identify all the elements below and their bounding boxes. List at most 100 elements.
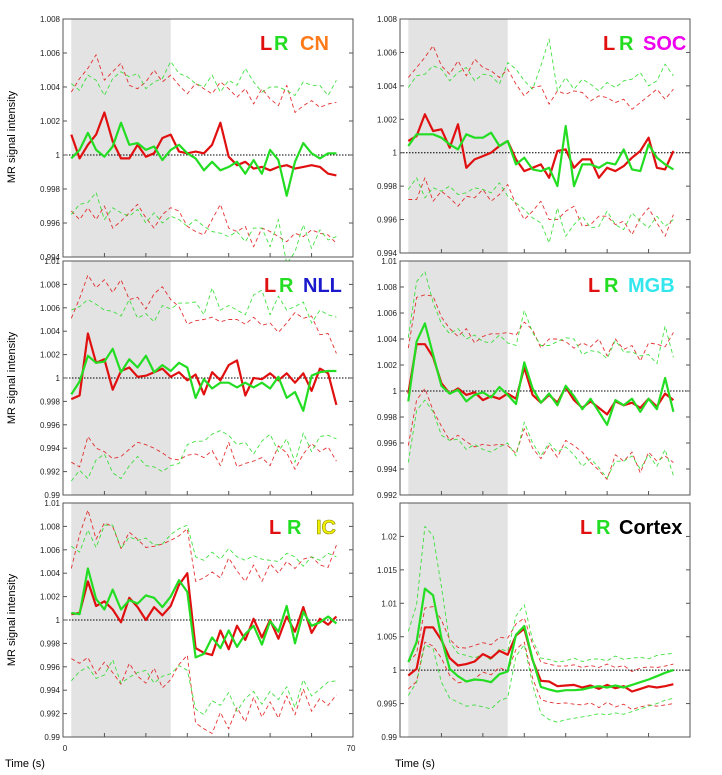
y-tick-label-nll: 1 [56, 374, 61, 383]
legend-ic-r: R [287, 517, 302, 539]
y-tick-label-cn: 1.004 [40, 83, 61, 92]
y-tick-label-cn: 1.008 [40, 15, 61, 24]
y-tick-label-mgb: 1.008 [377, 283, 398, 292]
y-tick-label-ic: 1.006 [40, 546, 61, 555]
y-tick-label-cn: 0.994 [40, 253, 61, 262]
y-axis-label-row3: MR signal intensity [6, 573, 18, 666]
legend-nll-r: R [279, 275, 294, 297]
y-tick-label-soc: 1 [393, 149, 398, 158]
y-tick-label-ic: 1 [56, 616, 61, 625]
y-tick-label-soc: 0.996 [377, 216, 398, 225]
y-tick-label-mgb: 1.002 [377, 361, 398, 370]
y-tick-label-mgb: 0.994 [377, 465, 398, 474]
stimulus-window-soc [408, 19, 508, 253]
y-tick-label-ic: 0.992 [40, 710, 61, 719]
legend-nll-nll: NLL [303, 275, 342, 297]
panel-mgb: 0.992 0.994 0.996 0.998 1 1.002 1.004 1.006 1.00… [377, 257, 691, 500]
y-tick-label-cortex: 1.005 [377, 633, 398, 642]
stimulus-window-mgb [408, 261, 508, 495]
y-tick-label-cn: 0.998 [40, 185, 61, 194]
y-axis-label-row2: MR signal intensity [6, 331, 18, 424]
stimulus-window-cn [71, 19, 171, 257]
x-tick-label-ic: 0 [63, 744, 68, 753]
y-tick-label-nll: 1.002 [40, 351, 61, 360]
y-tick-label-nll: 0.99 [44, 491, 60, 500]
y-axis-label-row1: MR signal intensity [6, 90, 18, 183]
frame-cn [62, 18, 354, 258]
series-cn-r-lower [70, 191, 337, 265]
y-tick-label-ic: 0.998 [40, 639, 61, 648]
legend-cortex-l: L [580, 517, 592, 539]
y-tick-label-ic: 1.01 [44, 499, 60, 508]
frame-mgb [399, 260, 691, 496]
y-tick-label-cortex: 1.015 [377, 566, 398, 575]
y-tick-label-nll: 0.996 [40, 421, 61, 430]
series-soc-l-lower [408, 177, 674, 237]
legend-cn-cn: CN [300, 33, 329, 55]
series-soc-l-upper [407, 45, 674, 110]
y-tick-label-mgb: 0.998 [377, 413, 398, 422]
y-tick-label-nll: 0.994 [40, 444, 61, 453]
legend-ic-ic: IC [316, 517, 336, 539]
y-tick-label-ic: 1.002 [40, 593, 61, 602]
series-cortex-l-lower [408, 641, 674, 711]
y-tick-label-cn: 0.996 [40, 219, 61, 228]
series-ic-r-lower [70, 659, 337, 716]
series-ic-r-upper [71, 524, 337, 567]
series-nll-l [70, 332, 338, 406]
legend-soc-r: R [619, 33, 634, 55]
series-cn-r [70, 121, 337, 197]
series-soc-r-upper [407, 38, 674, 92]
panel-cortex: 0.99 0.995 1 1.005 1.01 1.015 1.02 L R Cortex [377, 502, 691, 742]
legend-soc-l: L [603, 33, 615, 55]
x-tick-label-ic: 70 [347, 744, 356, 753]
legend-cn-l: L [260, 33, 272, 55]
legend-mgb-mgb: MGB [628, 275, 675, 297]
x-axis-label-left: Time (s) [5, 758, 45, 770]
y-tick-label-mgb: 0.992 [377, 491, 398, 500]
y-tick-label-nll: 0.998 [40, 397, 61, 406]
series-soc-r-lower [407, 177, 674, 244]
y-tick-label-mgb: 0.996 [377, 439, 398, 448]
y-tick-label-ic: 0.99 [44, 733, 60, 742]
y-tick-label-ic: 1.008 [40, 522, 61, 531]
panel-ic: 0.99 0.992 0.994 0.996 0.998 1 1.002 1.004 1.006… [40, 499, 356, 753]
legend-mgb-r: R [604, 275, 619, 297]
legend-cortex-r: R [596, 517, 611, 539]
legend-cn-r: R [274, 33, 289, 55]
y-tick-label-cortex: 1 [393, 666, 398, 675]
panel-nll: 0.99 0.992 0.994 0.996 0.998 1 1.002 1.004 1.006… [40, 257, 354, 500]
frame-soc [399, 18, 691, 254]
y-tick-label-cn: 1.006 [40, 49, 61, 58]
y-tick-label-ic: 0.994 [40, 686, 61, 695]
y-tick-label-nll: 1.004 [40, 327, 61, 336]
y-tick-label-soc: 1.008 [377, 15, 398, 24]
series-soc-r [407, 124, 674, 188]
series-mgb-l-upper [407, 294, 674, 362]
legend-nll-l: L [264, 275, 276, 297]
series-mgb-l-lower [407, 387, 674, 480]
series-cortex-r-upper [407, 525, 674, 663]
series-cn-l-lower [70, 203, 337, 248]
y-tick-label-cortex: 0.99 [381, 733, 397, 742]
y-tick-label-soc: 1.002 [377, 115, 398, 124]
y-tick-label-cortex: 1.01 [381, 599, 397, 608]
series-nll-r [70, 347, 337, 412]
y-tick-label-soc: 0.994 [377, 249, 398, 258]
series-mgb-r-upper [407, 270, 674, 365]
y-tick-label-cn: 1.002 [40, 117, 61, 126]
y-tick-label-soc: 1.004 [377, 82, 398, 91]
y-tick-label-soc: 0.998 [377, 182, 398, 191]
frame-cortex [399, 502, 691, 738]
y-tick-label-nll: 1.01 [44, 257, 60, 266]
y-tick-label-mgb: 1.006 [377, 309, 398, 318]
y-tick-label-mgb: 1.01 [381, 257, 397, 266]
y-tick-label-cortex: 0.995 [377, 700, 398, 709]
x-axis-label-right: Time (s) [395, 758, 435, 770]
y-tick-label-mgb: 1 [393, 387, 398, 396]
panel-cn: 0.994 0.996 0.998 1 1.002 1.004 1.006 1.008 L R CN [40, 15, 354, 265]
panel-soc: 0.994 0.996 0.998 1 1.002 1.004 1.006 1.008 L R SO… [377, 15, 691, 258]
series-cortex-l [407, 626, 674, 693]
series-nll-r-lower [70, 430, 337, 482]
